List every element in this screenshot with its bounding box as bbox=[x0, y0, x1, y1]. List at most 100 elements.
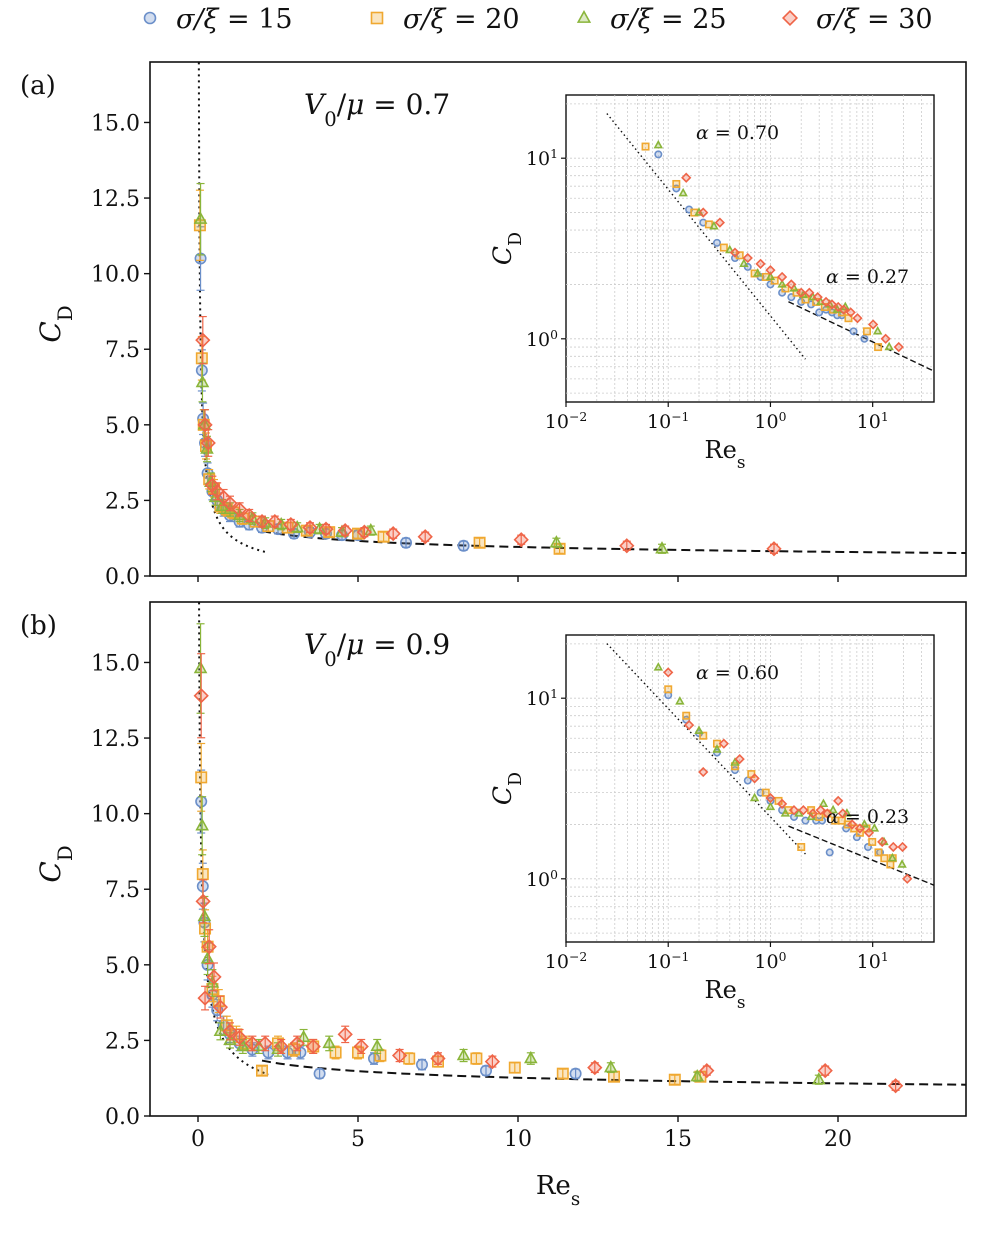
legend: σ/ξ = 15σ/ξ = 15σ/ξ = 20σ/ξ = 20σ/ξ = 25… bbox=[143, 4, 933, 35]
inset-data-point bbox=[852, 313, 863, 324]
inset-data-point bbox=[837, 808, 848, 819]
inset-data-point bbox=[863, 827, 875, 838]
inset-plot-area bbox=[566, 95, 934, 402]
data-point bbox=[508, 1061, 521, 1074]
y-axis-label-group: CD bbox=[34, 845, 77, 882]
inset-data-point bbox=[838, 304, 849, 315]
inset-data-point bbox=[698, 766, 709, 778]
inset-series-3 bbox=[653, 662, 907, 868]
data-point bbox=[197, 417, 212, 430]
y-tick-label: 2.5 bbox=[105, 489, 140, 514]
inset-high-re-fit bbox=[788, 825, 934, 886]
legend-label-render-3: σ/ξ = 25 bbox=[610, 4, 727, 35]
x-tick-label: 5 bbox=[351, 1127, 365, 1152]
data-point bbox=[479, 1064, 492, 1077]
data-point bbox=[257, 1035, 273, 1052]
y-tick-label: 15.0 bbox=[91, 651, 140, 676]
data-point bbox=[549, 535, 564, 548]
data-point bbox=[603, 1059, 618, 1073]
inset-y-tick-label: 101 bbox=[526, 687, 558, 710]
data-point bbox=[195, 352, 208, 365]
data-point bbox=[195, 893, 211, 909]
data-point bbox=[351, 1046, 364, 1059]
x-axis-label: Res bbox=[536, 1171, 580, 1210]
data-point bbox=[385, 526, 401, 542]
y-tick-label: 5.0 bbox=[105, 414, 140, 439]
data-point bbox=[313, 1067, 326, 1080]
inset-data-point bbox=[749, 792, 760, 802]
y-tick-label: 7.5 bbox=[105, 878, 140, 903]
inset-data-point bbox=[776, 798, 788, 809]
inset-data-point bbox=[777, 279, 787, 288]
y-tick-label: 5.0 bbox=[105, 954, 140, 979]
low-re-fit-line bbox=[197, 62, 269, 554]
data-point bbox=[206, 969, 222, 985]
inset-data-point bbox=[788, 805, 800, 816]
inset-data-point bbox=[862, 327, 871, 336]
data-point bbox=[337, 1026, 353, 1042]
data-point bbox=[322, 1035, 337, 1049]
data-point bbox=[513, 532, 529, 548]
inset-data-point bbox=[847, 819, 858, 830]
y-tick-label: 0.0 bbox=[105, 1105, 140, 1130]
inset-data-point bbox=[755, 258, 766, 269]
inset-data-point bbox=[867, 319, 879, 330]
data-point bbox=[195, 332, 211, 348]
data-point bbox=[255, 1064, 268, 1077]
data-point bbox=[456, 1047, 471, 1061]
inset-x-tick-label: 10−2 bbox=[545, 410, 587, 433]
inset: 10−2 10−1 100 101 100 101 Res CD α = 0.70 α = 0.2… bbox=[488, 94, 935, 472]
data-point bbox=[473, 536, 486, 549]
data-point bbox=[213, 1023, 228, 1037]
inset-data-point bbox=[730, 757, 740, 766]
inset-data-point bbox=[719, 243, 728, 252]
data-point bbox=[457, 539, 470, 552]
inset-y-axis-label: CD bbox=[488, 772, 526, 805]
slope-annotation-2: α = 0.23 bbox=[826, 806, 909, 828]
y-axis-label: CD bbox=[34, 305, 77, 342]
data-point bbox=[417, 529, 433, 545]
data-point bbox=[195, 818, 209, 831]
slope-annotation-1: α = 0.70 bbox=[696, 122, 779, 144]
inset-data-point bbox=[815, 805, 826, 816]
inset-data-point bbox=[860, 334, 869, 343]
y-tick-label: 2.5 bbox=[105, 1029, 140, 1054]
inset-x-tick-label: 100 bbox=[754, 950, 786, 973]
y-tick-label: 15.0 bbox=[91, 111, 140, 136]
inset-x-tick-label: 10−1 bbox=[647, 410, 689, 433]
data-point bbox=[619, 538, 635, 554]
data-point bbox=[196, 868, 209, 881]
inset-data-point bbox=[698, 207, 709, 218]
inset: 10−2 10−1 100 101 100 101 Res CD α = 0.60 α = 0.2… bbox=[488, 634, 935, 1012]
inset-data-point bbox=[884, 341, 894, 351]
data-point bbox=[399, 536, 412, 549]
inset-data-point bbox=[683, 719, 695, 731]
data-point bbox=[287, 1043, 300, 1056]
data-point bbox=[197, 990, 213, 1006]
inset-data-point bbox=[798, 805, 809, 816]
data-point bbox=[254, 513, 270, 530]
axes-frame bbox=[149, 61, 967, 577]
inset-x-tick-label: 101 bbox=[857, 410, 889, 433]
inset-plot-area bbox=[566, 635, 934, 942]
inset-data-point bbox=[833, 795, 844, 807]
data-point bbox=[391, 1047, 408, 1064]
data-point bbox=[200, 951, 215, 964]
inset-y-tick-label: 101 bbox=[526, 147, 558, 170]
inset-data-point bbox=[654, 150, 663, 159]
series-4 bbox=[193, 653, 904, 1094]
inset-data-point bbox=[749, 773, 760, 784]
inset-data-point bbox=[874, 848, 883, 857]
data-point bbox=[569, 1067, 582, 1080]
data-point bbox=[766, 541, 782, 557]
series-3 bbox=[193, 623, 826, 1085]
inset-data-point bbox=[812, 292, 823, 303]
data-point bbox=[220, 1019, 233, 1032]
inset-x-axis-label: Res bbox=[705, 436, 746, 472]
data-point bbox=[193, 660, 208, 674]
parameter-annotation: V0/μ = 0.7 bbox=[304, 88, 450, 131]
data-point bbox=[201, 939, 217, 955]
inset-x-tick-label: 100 bbox=[754, 410, 786, 433]
data-point bbox=[244, 1035, 261, 1052]
data-point bbox=[197, 417, 213, 433]
